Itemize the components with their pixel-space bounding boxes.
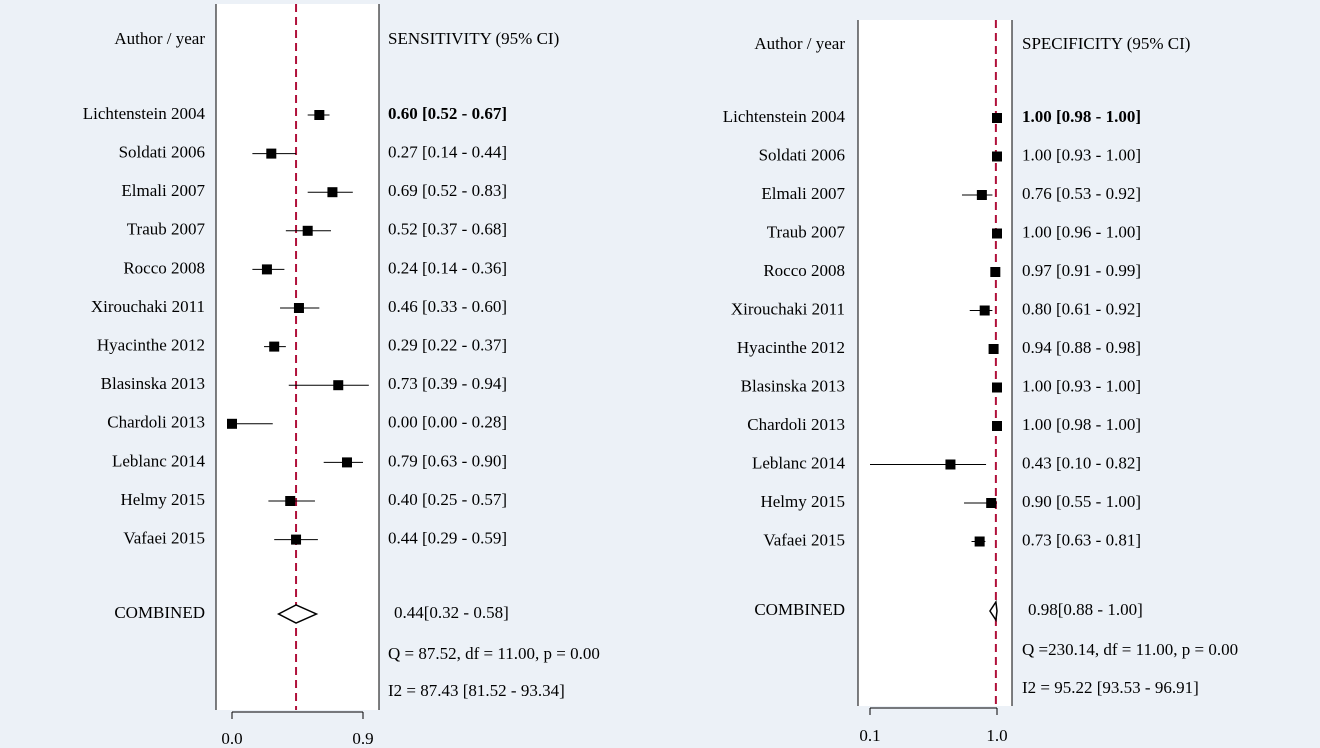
point-estimate <box>992 228 1002 239</box>
x-tick-label: 0.1 <box>859 726 880 745</box>
value-label: 0.27 [0.14 - 0.44] <box>388 143 507 162</box>
value-label: 0.73 [0.39 - 0.94] <box>388 374 507 393</box>
label-header: Author / year <box>754 34 845 53</box>
label-header: Author / year <box>114 29 205 48</box>
heterogeneity: Q = 87.52, df = 11.00, p = 0.00 <box>388 644 600 663</box>
x-tick-label: 0.9 <box>352 729 373 748</box>
point-estimate <box>314 110 325 120</box>
study-label: Lichtenstein 2004 <box>723 107 846 126</box>
value-label: 1.00 [0.93 - 1.00] <box>1022 376 1141 395</box>
study-label: Chardoli 2013 <box>747 415 845 434</box>
x-tick-label: 0.0 <box>221 729 242 748</box>
point-estimate <box>990 267 1001 277</box>
value-label: 1.00 [0.98 - 1.00] <box>1022 415 1141 434</box>
point-estimate <box>341 457 352 468</box>
study-label: Elmali 2007 <box>121 181 205 200</box>
combined-value-label: 0.44[0.32 - 0.58] <box>394 603 509 622</box>
value-label: 0.90 [0.55 - 1.00] <box>1022 492 1141 511</box>
plot-area <box>858 20 1012 706</box>
plot-area <box>216 4 379 710</box>
value-label: 0.69 [0.52 - 0.83] <box>388 181 507 200</box>
point-estimate <box>333 380 344 391</box>
point-estimate <box>992 421 1002 431</box>
point-estimate <box>291 534 302 545</box>
study-label: Vafaei 2015 <box>763 530 845 549</box>
value-label: 0.80 [0.61 - 0.92] <box>1022 299 1141 318</box>
study-label: Elmali 2007 <box>761 184 845 203</box>
study-label: Chardoli 2013 <box>107 413 205 432</box>
point-estimate <box>302 225 313 236</box>
point-estimate <box>979 305 990 316</box>
study-label: Blasinska 2013 <box>101 374 205 393</box>
combined-value-label: 0.98[0.88 - 1.00] <box>1028 600 1143 619</box>
point-estimate <box>227 418 237 429</box>
point-estimate <box>293 303 304 313</box>
combined-diamond <box>276 604 319 624</box>
value-label: 0.00 [0.00 - 0.28] <box>388 413 507 432</box>
point-estimate <box>945 459 956 470</box>
value-label: 0.94 [0.88 - 0.98] <box>1022 338 1141 357</box>
study-label: Helmy 2015 <box>760 492 845 511</box>
point-estimate <box>327 187 338 198</box>
value-label: 1.00 [0.96 - 1.00] <box>1022 222 1141 241</box>
study-label: Xirouchaki 2011 <box>731 299 845 318</box>
value-label: 0.76 [0.53 - 0.92] <box>1022 184 1141 203</box>
value-label: 0.60 [0.52 - 0.67] <box>388 104 507 123</box>
value-label: 0.79 [0.63 - 0.90] <box>388 451 507 470</box>
value-header: SPECIFICITY (95% CI) <box>1022 34 1190 53</box>
value-label: 0.24 [0.14 - 0.36] <box>388 258 507 277</box>
point-estimate <box>988 344 999 354</box>
point-estimate <box>986 498 997 508</box>
point-estimate <box>266 148 277 159</box>
value-label: 0.43 [0.10 - 0.82] <box>1022 453 1141 472</box>
x-tick-label: 1.0 <box>986 726 1007 745</box>
study-label: Soldati 2006 <box>119 143 205 162</box>
study-label: Leblanc 2014 <box>112 451 205 470</box>
point-estimate <box>992 382 1002 393</box>
study-label: Rocco 2008 <box>123 258 205 277</box>
value-label: 0.29 [0.22 - 0.37] <box>388 336 507 355</box>
value-label: 0.73 [0.63 - 0.81] <box>1022 530 1141 549</box>
study-label: Leblanc 2014 <box>752 453 845 472</box>
value-label: 0.97 [0.91 - 0.99] <box>1022 261 1141 280</box>
study-label: Soldati 2006 <box>759 145 845 164</box>
combined-label: COMBINED <box>754 600 845 619</box>
heterogeneity: Q =230.14, df = 11.00, p = 0.00 <box>1022 640 1238 659</box>
study-label: Helmy 2015 <box>120 490 205 509</box>
study-label: Vafaei 2015 <box>123 529 205 548</box>
combined-label: COMBINED <box>114 603 205 622</box>
point-estimate <box>261 264 272 275</box>
point-estimate <box>974 536 985 547</box>
heterogeneity: I2 = 95.22 [93.53 - 96.91] <box>1022 678 1199 697</box>
study-label: Xirouchaki 2011 <box>91 297 205 316</box>
value-label: 1.00 [0.98 - 1.00] <box>1022 107 1141 126</box>
value-label: 0.40 [0.25 - 0.57] <box>388 490 507 509</box>
study-label: Hyacinthe 2012 <box>97 336 205 355</box>
study-label: Traub 2007 <box>767 222 846 241</box>
value-label: 0.46 [0.33 - 0.60] <box>388 297 507 316</box>
study-label: Blasinska 2013 <box>741 376 845 395</box>
study-label: Rocco 2008 <box>763 261 845 280</box>
study-label: Traub 2007 <box>127 220 206 239</box>
value-header: SENSITIVITY (95% CI) <box>388 29 559 48</box>
value-label: 1.00 [0.93 - 1.00] <box>1022 145 1141 164</box>
study-label: Lichtenstein 2004 <box>83 104 206 123</box>
point-estimate <box>976 190 987 200</box>
point-estimate <box>269 341 280 352</box>
point-estimate <box>992 113 1002 123</box>
value-label: 0.52 [0.37 - 0.68] <box>388 220 507 239</box>
study-label: Hyacinthe 2012 <box>737 338 845 357</box>
point-estimate <box>285 496 296 506</box>
value-label: 0.44 [0.29 - 0.59] <box>388 529 507 548</box>
combined-diamond <box>989 599 998 623</box>
point-estimate <box>992 151 1002 162</box>
heterogeneity: I2 = 87.43 [81.52 - 93.34] <box>388 681 565 700</box>
